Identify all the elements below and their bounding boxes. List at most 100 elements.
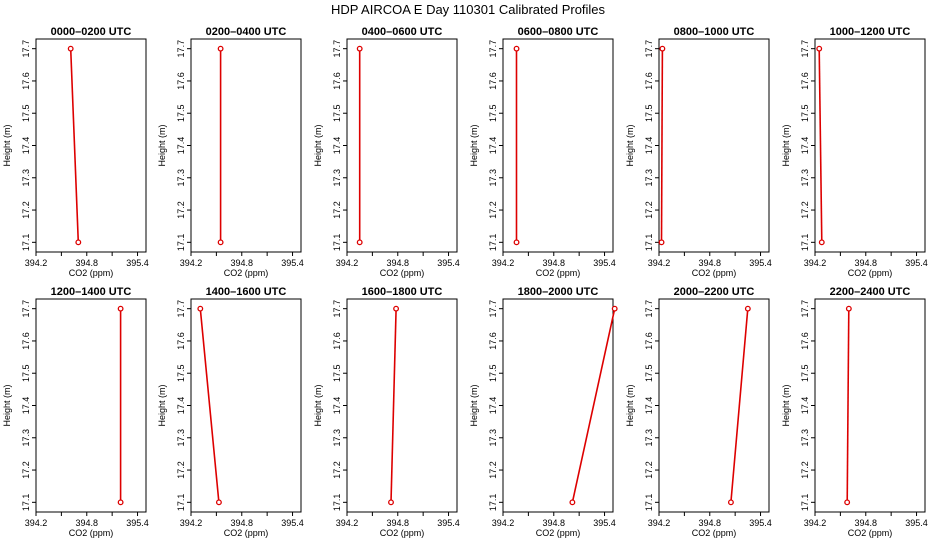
y-tick-label: 17.2 <box>800 201 810 219</box>
y-tick-label: 17.2 <box>332 201 342 219</box>
profile-line <box>571 308 616 503</box>
y-axis-label: Height (m) <box>157 384 167 426</box>
y-tick-label: 17.7 <box>644 300 654 318</box>
y-tick-label: 17.1 <box>176 494 186 512</box>
y-axis-label: Height (m) <box>313 384 323 426</box>
x-tick-label: 394.2 <box>648 518 671 528</box>
y-tick-label: 17.3 <box>644 169 654 187</box>
x-tick-label: 395.4 <box>749 258 772 268</box>
y-tick-label: 17.6 <box>176 72 186 90</box>
x-axis-label: CO2 (ppm) <box>536 268 581 278</box>
y-tick-label: 17.6 <box>332 72 342 90</box>
x-tick-label: 394.8 <box>387 518 410 528</box>
y-tick-label: 17.7 <box>800 40 810 58</box>
x-tick-label: 394.8 <box>855 258 878 268</box>
y-axis-label: Height (m) <box>781 124 791 166</box>
panel-title: 0000–0200 UTC <box>51 26 132 38</box>
y-tick-label: 17.2 <box>332 461 342 479</box>
y-tick-label: 17.5 <box>488 104 498 122</box>
y-tick-label: 17.2 <box>176 461 186 479</box>
y-tick-label: 17.1 <box>21 234 31 252</box>
x-tick-label: 394.2 <box>180 258 203 268</box>
plot-frame <box>346 298 458 513</box>
profile-point <box>356 45 363 52</box>
y-tick-label: 17.1 <box>488 234 498 252</box>
x-axis-label: CO2 (ppm) <box>536 528 581 538</box>
y-tick-label: 17.4 <box>21 137 31 155</box>
y-axis-label: Height (m) <box>2 124 12 166</box>
profile-point <box>818 239 825 246</box>
profile-panel: 1000–1200 UTC 394.2 394.8 395.4 17.1 17.2 17.3… <box>781 26 928 278</box>
plot-frame <box>190 298 302 513</box>
y-tick-label: 17.7 <box>644 40 654 58</box>
profile-point <box>217 239 224 246</box>
y-tick-label: 17.5 <box>644 364 654 382</box>
profile-point <box>197 305 204 312</box>
x-axis-label: CO2 (ppm) <box>848 528 893 538</box>
profile-panel: 0000–0200 UTC 394.2 394.8 395.4 17.1 17.2 17.3… <box>2 26 149 278</box>
profile-point <box>215 499 222 506</box>
y-tick-label: 17.1 <box>800 234 810 252</box>
x-tick-label: 395.4 <box>593 258 616 268</box>
profile-point <box>217 45 224 52</box>
y-tick-label: 17.6 <box>176 332 186 350</box>
x-tick-label: 395.4 <box>126 258 149 268</box>
y-tick-label: 17.5 <box>332 364 342 382</box>
profile-point <box>658 239 665 246</box>
y-axis-label: Height (m) <box>625 124 635 166</box>
panel-title: 0600–0800 UTC <box>518 26 599 38</box>
y-tick-label: 17.1 <box>21 494 31 512</box>
y-tick-label: 17.2 <box>488 461 498 479</box>
x-axis-label: CO2 (ppm) <box>69 268 114 278</box>
x-axis-label: CO2 (ppm) <box>692 528 737 538</box>
y-axis-label: Height (m) <box>625 384 635 426</box>
x-tick-label: 394.8 <box>543 258 566 268</box>
y-tick-label: 17.7 <box>21 40 31 58</box>
profile-point <box>816 45 823 52</box>
profile-point <box>75 239 82 246</box>
x-tick-label: 395.4 <box>437 518 460 528</box>
profile-point <box>356 239 363 246</box>
x-tick-label: 394.8 <box>699 258 722 268</box>
profile-panel: 1600–1800 UTC 394.2 394.8 395.4 17.1 17.2 17.3… <box>313 286 460 538</box>
panel-title: 0800–1000 UTC <box>674 26 755 38</box>
y-tick-label: 17.5 <box>332 104 342 122</box>
y-tick-label: 17.5 <box>176 104 186 122</box>
y-tick-label: 17.1 <box>176 234 186 252</box>
y-tick-label: 17.6 <box>21 72 31 90</box>
panel-title: 2000–2200 UTC <box>674 286 755 298</box>
plot-frame <box>814 38 926 253</box>
profile-point <box>117 305 124 312</box>
x-tick-label: 394.2 <box>336 258 359 268</box>
y-tick-label: 17.1 <box>332 234 342 252</box>
y-tick-label: 17.2 <box>176 201 186 219</box>
y-tick-label: 17.5 <box>800 104 810 122</box>
y-tick-label: 17.4 <box>21 397 31 415</box>
profile-line <box>730 308 749 503</box>
y-tick-label: 17.3 <box>488 169 498 187</box>
profile-point <box>388 499 394 506</box>
profile-line <box>199 308 220 503</box>
x-tick-label: 395.4 <box>126 518 149 528</box>
panel-title: 2200–2400 UTC <box>830 286 911 298</box>
panel-title: 0400–0600 UTC <box>362 26 443 38</box>
y-tick-label: 17.7 <box>176 40 186 58</box>
x-axis-label: CO2 (ppm) <box>380 268 425 278</box>
y-axis-label: Height (m) <box>781 384 791 426</box>
profile-panel: 1200–1400 UTC 394.2 394.8 395.4 17.1 17.2 17.3… <box>2 286 149 538</box>
y-tick-label: 17.2 <box>21 201 31 219</box>
y-tick-label: 17.4 <box>176 137 186 155</box>
profile-panel: 1800–2000 UTC 394.2 394.8 395.4 17.1 17.2 17.3… <box>469 286 618 538</box>
panel-title: 0200–0400 UTC <box>206 26 287 38</box>
panel-title: 1800–2000 UTC <box>518 286 599 298</box>
x-tick-label: 394.2 <box>804 518 827 528</box>
y-tick-label: 17.2 <box>21 461 31 479</box>
profile-line <box>69 48 80 243</box>
profile-point <box>659 45 666 52</box>
x-tick-label: 394.8 <box>387 258 410 268</box>
plot-frame <box>502 298 614 513</box>
y-tick-label: 17.6 <box>21 332 31 350</box>
x-axis-label: CO2 (ppm) <box>848 268 893 278</box>
y-tick-label: 17.4 <box>332 137 342 155</box>
